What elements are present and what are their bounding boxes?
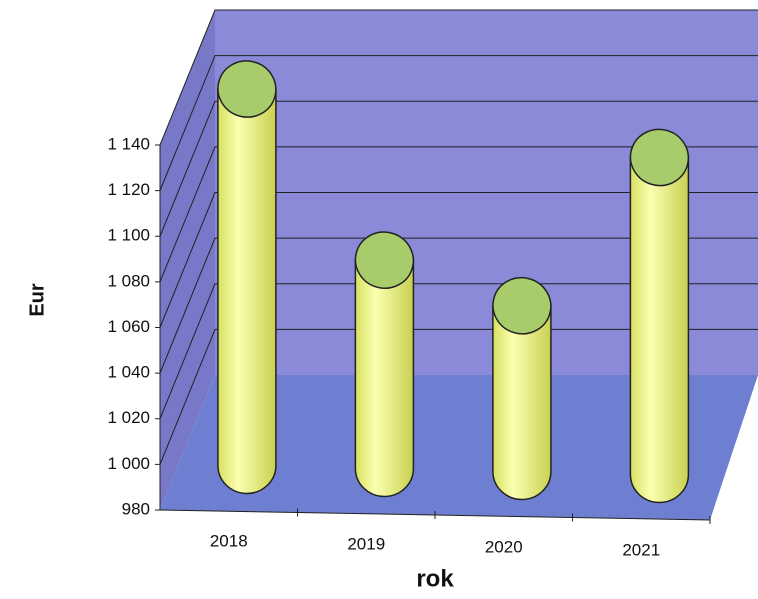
y-tick-label: 1 060: [107, 317, 150, 336]
x-tick-label: 2020: [485, 537, 523, 556]
y-tick-label: 1 080: [107, 271, 150, 290]
y-tick-label: 1 100: [107, 226, 150, 245]
x-tick-label: 2018: [210, 531, 248, 550]
cylinder-top: [492, 276, 552, 335]
y-tick-label: 1 120: [107, 180, 150, 199]
cylinder: [492, 305, 552, 501]
cylinder: [629, 156, 690, 504]
cylinder-top: [629, 128, 690, 187]
grid-line: [159, 100, 758, 237]
x-tick-label: 2019: [347, 534, 385, 553]
grid-line: [159, 237, 758, 374]
y-tick-label: 1 000: [107, 454, 150, 473]
y-axis-label: Eur: [26, 283, 48, 317]
grid-line: [159, 283, 758, 419]
grid-line: [159, 328, 758, 465]
x-axis-label: rok: [416, 565, 454, 592]
cylinder: [354, 259, 415, 498]
cylinder-top: [354, 231, 415, 289]
x-tick-label: 2021: [622, 540, 660, 559]
y-tick-label: 980: [122, 499, 150, 518]
y-tick-label: 1 140: [107, 134, 150, 153]
cylinder-top: [217, 60, 277, 118]
cylinder: [217, 88, 277, 495]
y-tick-label: 1 020: [107, 408, 150, 427]
grid-line: [159, 9, 758, 146]
grid-line: [159, 146, 758, 283]
y-tick-label: 1 040: [107, 363, 150, 382]
grid-line: [159, 192, 758, 328]
grid-line: [159, 55, 758, 191]
floor: [160, 375, 758, 520]
